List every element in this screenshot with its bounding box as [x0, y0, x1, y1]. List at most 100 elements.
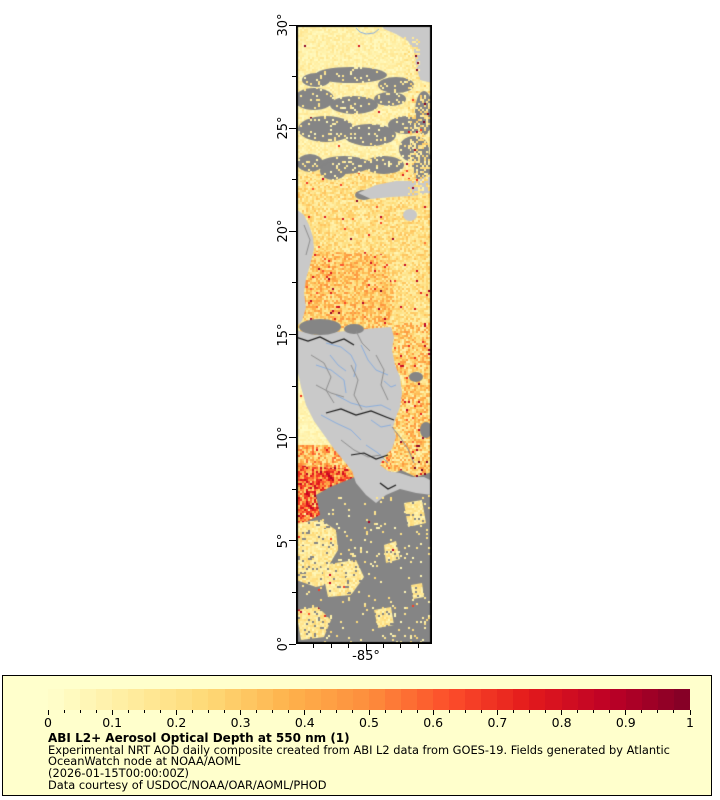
- lat-tick-label: 30°: [276, 13, 291, 37]
- colorbar-block: [96, 689, 113, 710]
- colorbar-block: [401, 689, 418, 710]
- colorbar-block: [128, 689, 145, 710]
- lat-minor-tick: [292, 76, 296, 78]
- colorbar-block: [208, 689, 225, 710]
- colorbar-block: [144, 689, 161, 710]
- colorbar-major-tick: [240, 710, 242, 715]
- colorbar-tick-label: 0: [44, 715, 52, 730]
- lat-minor-tick: [292, 179, 296, 181]
- colorbar-block: [673, 689, 690, 710]
- colorbar-block: [449, 689, 466, 710]
- colorbar-block: [481, 689, 498, 710]
- colorbar-major-tick: [689, 710, 691, 715]
- colorbar-tick-label: 0.6: [423, 715, 444, 730]
- colorbar-tick-label: 0.8: [551, 715, 572, 730]
- colorbar-minor-tick: [79, 710, 81, 713]
- legend-line-3: (2026-01-15T00:00:00Z): [48, 766, 190, 781]
- colorbar-tick-label: 0.2: [166, 715, 187, 730]
- colorbar-minor-tick: [159, 710, 161, 713]
- colorbar-block: [304, 689, 321, 710]
- legend-line-1: Experimental NRT AOD daily composite cre…: [48, 742, 670, 757]
- colorbar-major-tick: [368, 710, 370, 715]
- colorbar-minor-tick: [480, 710, 482, 713]
- colorbar-block: [192, 689, 209, 710]
- colorbar-block: [384, 689, 402, 710]
- colorbar-major-tick: [111, 710, 113, 715]
- colorbar-major-tick: [561, 710, 563, 715]
- lat-minor-tick: [292, 385, 296, 387]
- colorbar-minor-tick: [529, 710, 530, 713]
- colorbar-minor-tick: [127, 710, 129, 713]
- lat-tick-label: 5°: [276, 533, 291, 549]
- lon-minor-tick: [417, 644, 419, 648]
- aod-map-canvas: [296, 25, 432, 644]
- colorbar-block: [288, 689, 305, 710]
- lat-major-tick: [289, 437, 296, 439]
- colorbar-block: [433, 689, 450, 710]
- colorbar-block: [272, 689, 289, 710]
- colorbar-minor-tick: [336, 710, 338, 713]
- colorbar-major-tick: [625, 710, 627, 715]
- colorbar-major-tick: [304, 710, 306, 715]
- colorbar-ticks: [47, 710, 691, 718]
- colorbar-minor-tick: [641, 710, 643, 713]
- colorbar-block: [513, 689, 530, 710]
- colorbar-block: [64, 689, 81, 710]
- lat-minor-tick: [292, 488, 296, 490]
- colorbar-major-tick: [47, 710, 49, 715]
- colorbar-minor-tick: [400, 710, 402, 713]
- lat-major-tick: [289, 24, 296, 26]
- legend-box: 0 0.1 0.2 0.3 0.4 0.5 0.6 0.7 0.8 0.9 1 ABI L2+ Ae…: [2, 675, 712, 796]
- lat-tick-label: 10°: [276, 426, 291, 450]
- lat-tick-label: 0°: [276, 636, 291, 652]
- lat-minor-tick: [292, 591, 296, 593]
- lat-tick-label: 15°: [276, 322, 291, 347]
- colorbar-minor-tick: [673, 710, 675, 713]
- colorbar: [48, 689, 690, 710]
- colorbar-tick-label: 0.3: [230, 715, 251, 730]
- colorbar-tick-label: 0.1: [102, 715, 123, 730]
- legend-line-2: OceanWatch node at NOAA/AOML: [48, 754, 241, 769]
- lat-tick-label: 25°: [276, 116, 291, 140]
- colorbar-block: [545, 689, 562, 710]
- colorbar-block: [609, 689, 626, 710]
- colorbar-minor-tick: [577, 710, 579, 713]
- longitude-tick-label: -85°: [352, 649, 380, 664]
- legend-title: ABI L2+ Aerosol Optical Depth at 550 nm …: [48, 731, 350, 745]
- colorbar-minor-tick: [416, 710, 418, 713]
- colorbar-minor-tick: [288, 710, 290, 713]
- colorbar-tick-label: 1: [686, 715, 694, 730]
- colorbar-major-tick: [432, 710, 434, 715]
- colorbar-minor-tick: [224, 710, 226, 713]
- lon-minor-tick: [330, 644, 332, 648]
- colorbar-minor-tick: [464, 710, 466, 713]
- colorbar-minor-tick: [384, 710, 386, 713]
- lon-minor-tick: [348, 644, 350, 648]
- colorbar-block: [641, 689, 658, 710]
- lat-minor-tick: [292, 282, 296, 284]
- colorbar-minor-tick: [609, 710, 611, 713]
- lat-major-tick: [289, 643, 296, 645]
- colorbar-block: [160, 689, 177, 710]
- colorbar-minor-tick: [593, 710, 595, 713]
- colorbar-minor-tick: [320, 710, 322, 713]
- colorbar-block: [80, 689, 97, 710]
- colorbar-tick-label: 0.9: [615, 715, 636, 730]
- colorbar-block: [529, 689, 546, 710]
- colorbar-minor-tick: [256, 710, 258, 713]
- colorbar-block: [417, 689, 434, 710]
- colorbar-block: [336, 689, 353, 710]
- colorbar-tick-label: 0.7: [487, 715, 508, 730]
- lon-minor-tick: [313, 644, 315, 648]
- colorbar-tick-label: 0.5: [359, 715, 379, 730]
- colorbar-block: [561, 689, 578, 710]
- colorbar-block: [352, 689, 369, 710]
- colorbar-minor-tick: [512, 710, 514, 713]
- colorbar-block: [224, 689, 241, 710]
- lat-tick-label: 20°: [276, 219, 291, 243]
- lon-major-tick: [365, 644, 367, 651]
- colorbar-block: [48, 689, 65, 710]
- colorbar-major-tick: [175, 710, 177, 715]
- lon-minor-tick: [400, 644, 402, 648]
